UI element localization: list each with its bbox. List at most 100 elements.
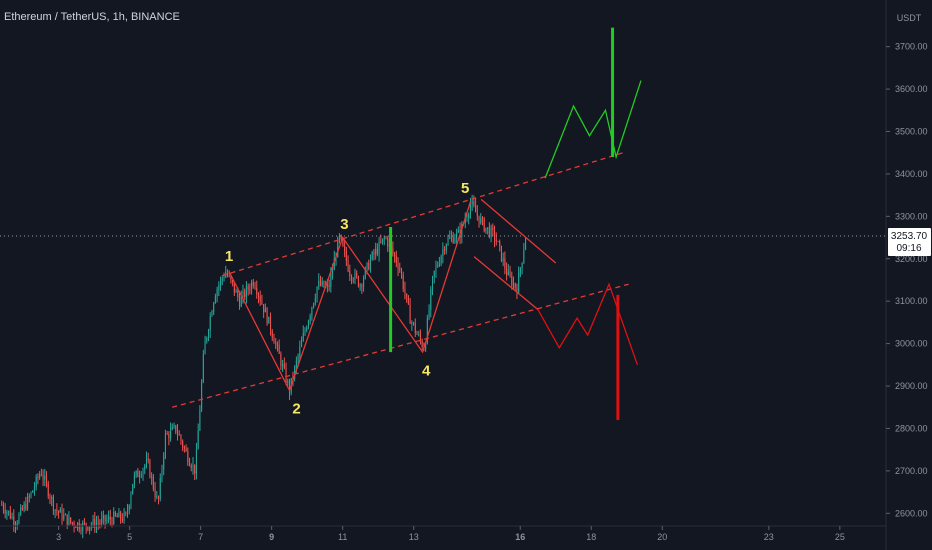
candle-body (128, 505, 130, 511)
candle-body (487, 227, 489, 229)
candle-body (94, 518, 96, 528)
candle-body (32, 490, 34, 493)
candle-body (52, 497, 54, 511)
candle-body (149, 460, 151, 478)
candle-body (71, 522, 73, 524)
candle-body (276, 343, 278, 345)
candle-body (206, 337, 208, 342)
candle-body (75, 526, 77, 529)
price-tick-label: 2900.00 (895, 381, 928, 391)
candle-body (73, 522, 75, 527)
time-tick-label: 11 (338, 532, 347, 542)
candle-body (433, 270, 435, 277)
price-scale-background (886, 0, 932, 550)
candle-body (507, 271, 509, 275)
candle-body (139, 476, 141, 478)
candle-body (46, 475, 48, 484)
candle-body (263, 304, 265, 313)
candle-body (175, 425, 177, 432)
candle-body (211, 312, 213, 317)
candle-body (304, 330, 306, 334)
candle-body (140, 475, 142, 477)
candle-body (1, 504, 3, 506)
candle-body (347, 260, 349, 271)
price-tick-label: 3000.00 (895, 339, 928, 349)
price-tick-label: 2700.00 (895, 466, 928, 476)
candle-body (116, 515, 118, 518)
candle-body (449, 237, 451, 239)
wave-label-5: 5 (461, 180, 469, 197)
candle-body (39, 474, 41, 478)
candle-body (242, 290, 244, 297)
candle-body (397, 263, 399, 269)
candles-layer (1, 194, 527, 539)
candle-body (118, 512, 120, 518)
candle-body (25, 503, 27, 510)
candle-body (278, 344, 280, 354)
candle-body (313, 303, 315, 308)
candle-body (228, 275, 230, 277)
candle-body (254, 285, 256, 289)
candle-body (481, 217, 484, 219)
candle-body (494, 230, 496, 240)
pattern-lines-layer (0, 27, 886, 420)
candle-body (89, 526, 91, 530)
candle-body (406, 293, 408, 297)
candle-body (488, 227, 490, 237)
candle-body (382, 238, 384, 243)
candle-body (301, 340, 303, 347)
candle-body (21, 507, 23, 510)
candle-body (385, 238, 387, 240)
candle-body (368, 262, 370, 270)
candle-body (288, 381, 291, 393)
candle-body (207, 330, 210, 338)
candle-body (299, 346, 301, 356)
price-tag-value: 3253.70 (891, 231, 928, 242)
candle-body (33, 487, 35, 491)
candle-body (58, 511, 60, 513)
candle-body (352, 279, 354, 281)
candle-body (519, 268, 521, 273)
candle-body (20, 507, 22, 515)
price-tick-label: 3600.00 (895, 84, 928, 94)
candle-body (95, 522, 98, 528)
candle-body (187, 451, 189, 463)
candle-body (9, 511, 11, 519)
candle-body (144, 465, 146, 470)
candle-body (214, 296, 216, 303)
candle-body (416, 332, 418, 335)
candle-body (495, 239, 497, 242)
candle-body (235, 290, 237, 293)
candle-body (311, 307, 313, 316)
candle-body (232, 280, 234, 284)
wave-labels-layer: 1 2 3 4 5 (225, 180, 469, 418)
price-tag-countdown: 09:16 (896, 243, 921, 254)
candle-body (425, 343, 427, 350)
candle-body (285, 367, 287, 383)
time-tick-label: 13 (409, 532, 419, 542)
time-tick-label: 25 (835, 532, 845, 542)
candle-body (251, 282, 253, 290)
candle-body (121, 518, 123, 521)
candle-body (194, 464, 196, 474)
candle-body (421, 340, 423, 348)
candle-body (171, 426, 173, 430)
candle-body (64, 514, 66, 516)
candle-body (37, 476, 39, 478)
candle-body (328, 284, 330, 288)
candle-body (321, 281, 323, 286)
candle-body (221, 278, 223, 280)
candle-body (87, 527, 89, 530)
candle-body (512, 283, 515, 286)
candle-body (419, 334, 421, 341)
candle-body (16, 523, 18, 526)
candle-body (111, 519, 113, 524)
wave-label-2: 2 (292, 401, 300, 418)
price-tag-background (888, 227, 931, 256)
candle-body (404, 288, 406, 294)
candle-body (40, 474, 42, 476)
candle-body (30, 492, 32, 497)
candle-body (189, 462, 191, 466)
